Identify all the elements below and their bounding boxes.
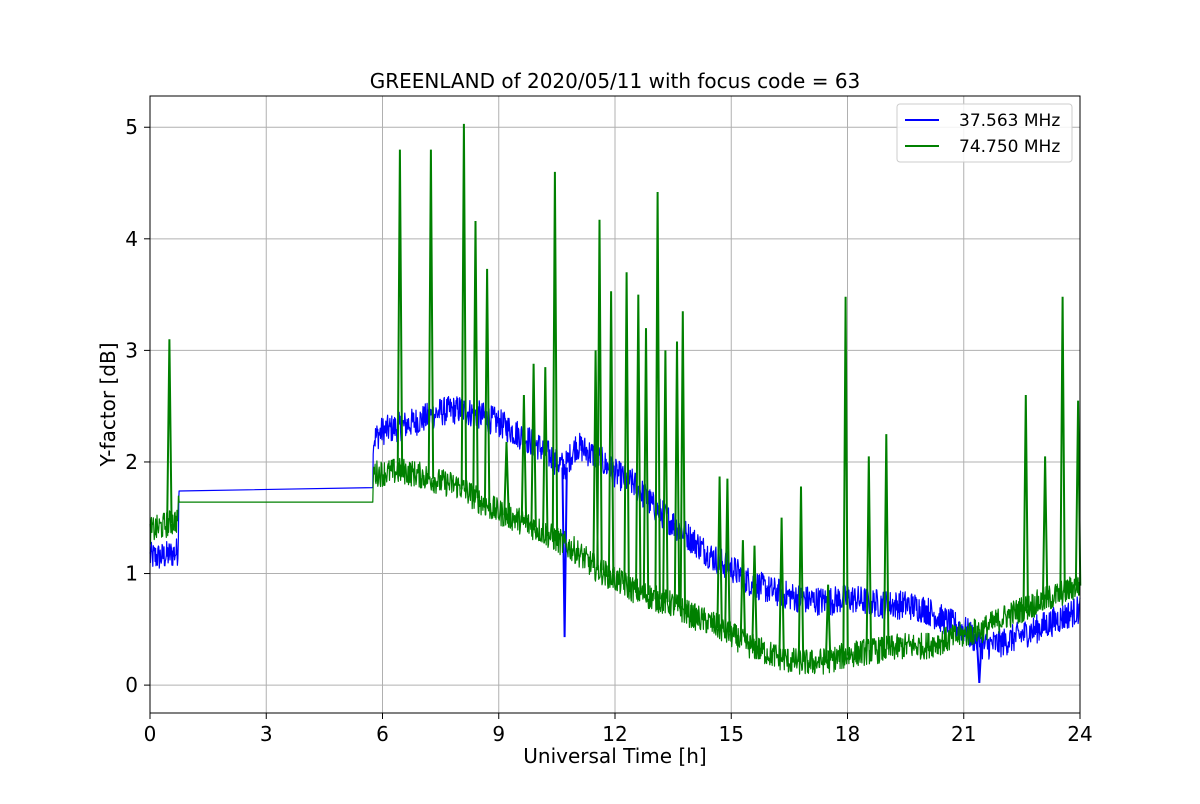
series-spike <box>503 441 510 516</box>
series-spike <box>673 341 681 608</box>
series-spike <box>654 191 661 600</box>
series-spike <box>483 268 491 506</box>
series-spike <box>662 350 669 603</box>
series-spike <box>976 642 983 683</box>
series-spike <box>520 394 528 523</box>
series-spike <box>739 540 747 642</box>
y-tick-label: 2 <box>125 450 138 474</box>
y-tick-label: 0 <box>125 673 138 697</box>
x-axis-label: Universal Time [h] <box>523 744 706 768</box>
y-tick-label: 4 <box>125 227 138 251</box>
chart-title: GREENLAND of 2020/05/11 with focus code … <box>370 69 861 93</box>
series-spike <box>460 123 468 490</box>
series-area <box>149 123 1082 683</box>
y-axis-label: Y-factor [dB] <box>96 342 120 467</box>
series-spike <box>865 456 873 652</box>
x-tick-label: 12 <box>602 722 627 746</box>
x-tick-label: 0 <box>144 722 157 746</box>
legend-box <box>896 103 1073 163</box>
series-spike <box>1022 394 1029 608</box>
series-spike <box>396 149 404 472</box>
legend: 37.563 MHz 74.750 MHz <box>896 103 1073 163</box>
series-spike <box>883 434 890 650</box>
series-spike <box>679 311 687 611</box>
series-spike <box>1041 456 1049 600</box>
x-tick-label: 9 <box>492 722 505 746</box>
y-tick-label: 1 <box>125 562 138 586</box>
x-tick-label: 24 <box>1067 722 1092 746</box>
x-tick-label: 18 <box>835 722 860 746</box>
series-spike <box>642 328 650 596</box>
series-spike <box>530 363 537 528</box>
series-spike <box>623 272 630 586</box>
series-spike <box>635 294 642 592</box>
series-spike <box>1059 296 1066 593</box>
series-spike <box>824 584 832 661</box>
series-spike <box>607 291 615 577</box>
x-tick-label: 6 <box>376 722 389 746</box>
series-spike <box>842 296 849 656</box>
series-spike <box>596 219 603 571</box>
y-tick-label: 3 <box>125 338 138 362</box>
series-spike <box>716 476 723 629</box>
series-spike <box>751 545 758 648</box>
y-tick-label: 5 <box>125 115 138 139</box>
series-spike <box>551 171 559 539</box>
series-2 <box>149 123 1082 675</box>
series-spike <box>724 478 731 633</box>
legend-label: 37.563 MHz <box>959 111 1060 131</box>
x-tick-label: 15 <box>719 722 744 746</box>
x-tick-label: 21 <box>951 722 976 746</box>
legend-label: 74.750 MHz <box>959 137 1060 157</box>
series-spike <box>166 339 173 524</box>
series-spike <box>427 149 435 479</box>
series-spike <box>472 220 479 499</box>
series-line <box>149 457 1081 675</box>
x-tick-label: 3 <box>260 722 273 746</box>
series-spike <box>542 367 549 534</box>
series-spike <box>561 467 568 638</box>
series-spike <box>797 486 805 662</box>
series-spike <box>778 517 785 658</box>
